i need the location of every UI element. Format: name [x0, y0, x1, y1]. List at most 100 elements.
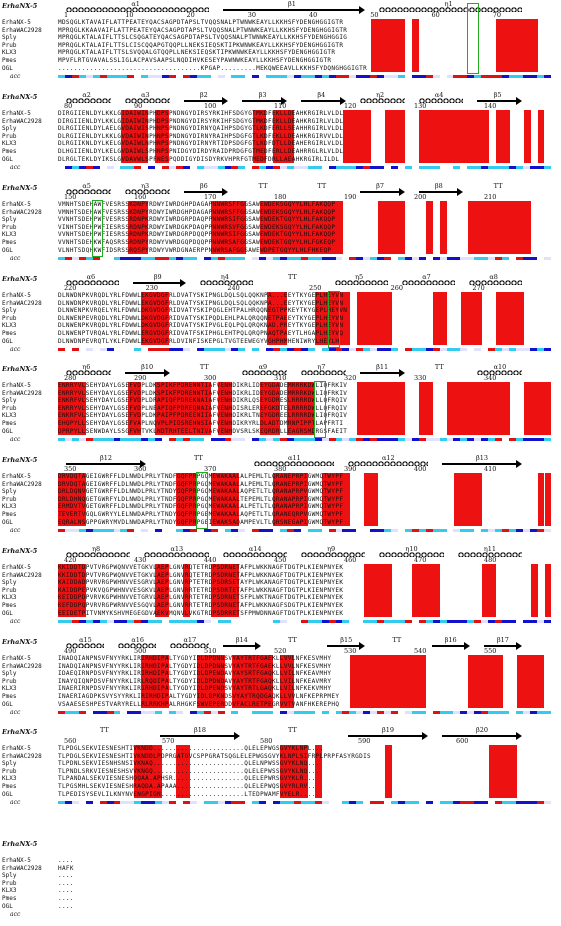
accessibility-cell	[245, 438, 253, 442]
accessibility-cell	[384, 257, 391, 261]
residue-number: 110	[274, 102, 287, 110]
accessibility-cell	[384, 801, 391, 805]
alpha-helix-coil	[334, 280, 388, 285]
accessibility-cell	[453, 348, 461, 352]
conserved-column-highlight	[363, 564, 392, 618]
accessibility-cell	[342, 257, 350, 261]
accessibility-cell	[370, 438, 378, 442]
accessibility-cell	[321, 348, 329, 352]
accessibility-cell	[481, 257, 489, 261]
accessibility-cell	[155, 166, 163, 170]
accessibility-cell	[522, 711, 530, 715]
residue-number: 230	[145, 284, 159, 292]
accessibility-cell	[238, 711, 246, 715]
accessibility-cell	[99, 438, 107, 442]
sequence-name: Prub	[2, 132, 17, 140]
alignment-block: ErhaNX-5 η8 α13 α14 η9 η10 η11 420 430 440 450 460 4…	[0, 545, 561, 633]
beta-strand-arrow	[183, 188, 228, 196]
accessibility-cell	[307, 348, 315, 352]
accessibility-cell	[273, 166, 280, 170]
sequence-row: IDAEQIRNPDSVFNYYRKLIRIRHDIPALTYGDYIDLDPE…	[58, 670, 332, 678]
accessibility-cell	[321, 75, 329, 79]
residue-number: 490	[64, 647, 77, 655]
accessibility-cell	[377, 711, 385, 715]
ss-element-label: TT	[199, 363, 209, 371]
accessibility-cell	[342, 801, 350, 805]
accessibility-cell	[58, 75, 65, 79]
ss-element-label: η9	[327, 545, 336, 553]
accessibility-cell	[224, 438, 232, 442]
accessibility-cell	[286, 75, 294, 79]
ss-element-label: β5	[493, 91, 502, 99]
accessibility-cell	[391, 529, 398, 533]
accessibility-cell	[508, 620, 516, 624]
accessibility-cell	[391, 75, 398, 79]
accessibility-cell	[182, 348, 190, 352]
accessibility-cell	[127, 75, 135, 79]
alpha-helix-coil	[477, 370, 522, 375]
accessibility-cell	[300, 75, 308, 79]
accessibility-cell	[467, 75, 475, 79]
sequence-row: EHQPYLLSEHYDAYLGSEFVAPLNQVPLPIDSREHNSIAF…	[58, 419, 344, 427]
ss-element-label: TT	[100, 726, 109, 734]
sequence-name: ErhaWAC2928	[2, 662, 42, 670]
catalytic-residue-box	[91, 200, 104, 258]
residue-number: 150	[64, 193, 77, 201]
accessibility-cell	[536, 257, 544, 261]
accessibility-cell	[488, 257, 496, 261]
accessibility-label: acc	[10, 255, 21, 263]
ss-element-label: α11	[288, 454, 301, 462]
conserved-column-highlight	[544, 564, 552, 618]
accessibility-cell	[384, 711, 391, 715]
accessibility-cell	[481, 75, 489, 79]
accessibility-cell	[155, 620, 163, 624]
accessibility-cell	[384, 166, 391, 170]
sequence-name: ErhaWAC2928	[2, 571, 42, 579]
accessibility-cell	[397, 801, 405, 805]
accessibility-cell	[349, 257, 357, 261]
accessibility-cell	[453, 166, 461, 170]
residue-number: 160	[134, 193, 147, 201]
accessibility-cell	[397, 75, 405, 79]
accessibility-cell	[335, 75, 343, 79]
sequence-row: TLPANDALSEKVIESNESHQQAA.APHSR...........…	[58, 775, 316, 783]
accessibility-label: acc	[10, 799, 21, 807]
residue-number: 460	[344, 556, 357, 564]
accessibility-cell	[377, 620, 385, 624]
accessibility-cell	[231, 75, 239, 79]
alpha-helix-coil	[468, 280, 522, 285]
ss-element-label: α2	[82, 91, 91, 99]
conserved-column-highlight	[231, 655, 246, 709]
accessibility-cell	[397, 166, 405, 170]
sequence-row: INADQIANPNSVFNYYRKLIRIRHDIPALTYGDYIDLDPD…	[58, 655, 332, 662]
accessibility-cell	[425, 438, 433, 442]
accessibility-cell	[502, 801, 509, 805]
sequence-names: ErhaNX-5 ErhaWAC2928 Sply Prub KLX3 Pmes OGL	[2, 473, 58, 526]
accessibility-cell	[106, 75, 114, 79]
sequence-row: MPVFLRTGVAVALSSLIGLACPAVSAAPSLNQDIHVKESE…	[58, 56, 332, 64]
sequence-name: ErhaNX-5	[2, 201, 31, 208]
accessibility-cell	[328, 438, 336, 442]
ss-element-label: β6	[199, 182, 208, 190]
alpha-helix-coil	[379, 552, 444, 557]
sequence-row: KKIDDTDPVTVRGPWQNVVETGKVLAEPLGNVRQTETRDP…	[58, 571, 344, 579]
accessibility-cell	[356, 166, 364, 170]
accessibility-cell	[481, 529, 489, 533]
sequence-row: EEIDETPITVNMYKSHVMEGEGDVAEKVMQNVLVKGTRDP…	[58, 609, 344, 617]
accessibility-cell	[370, 801, 378, 805]
accessibility-cell	[196, 257, 204, 261]
accessibility-cell	[155, 438, 163, 442]
sequence-name: ErhaNX-5	[2, 110, 31, 117]
beta-strand-arrow	[242, 97, 287, 105]
sequence-row: VMNHTSDEHAWFVESRSSKDNPYRDWYIWRDGHPDAGAPN…	[58, 208, 336, 216]
accessibility-cell	[127, 620, 135, 624]
accessibility-cell	[252, 257, 260, 261]
accessibility-cell	[64, 711, 72, 715]
conserved-column-highlight	[468, 655, 503, 709]
secondary-structure-row: α1 β1 η1	[58, 0, 558, 14]
accessibility-cell	[314, 529, 322, 533]
accessibility-cell	[314, 257, 322, 261]
accessibility-cell	[488, 711, 496, 715]
accessibility-cell	[231, 166, 239, 170]
accessibility-cell	[273, 348, 280, 352]
